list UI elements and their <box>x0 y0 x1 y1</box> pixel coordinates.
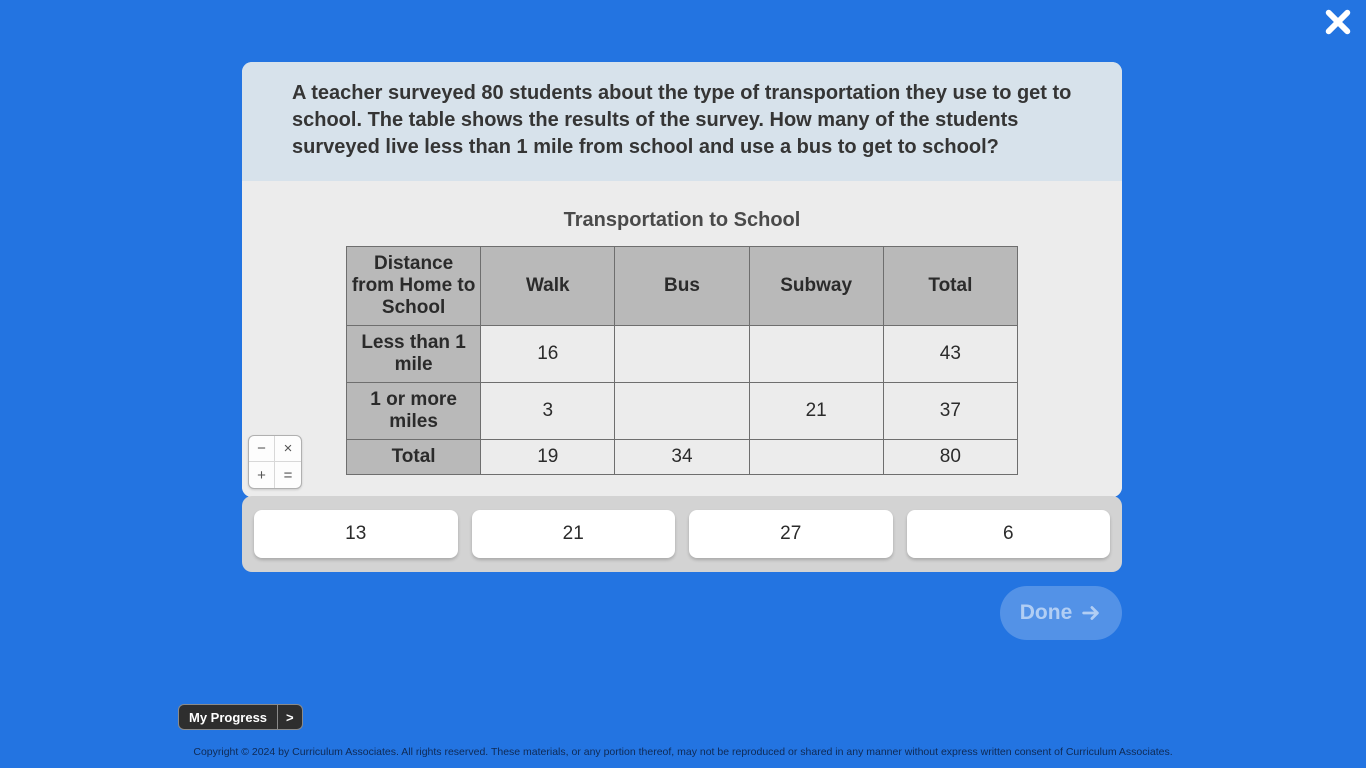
answer-choice[interactable]: 21 <box>472 510 676 558</box>
answer-choices: 13 21 27 6 <box>242 496 1122 572</box>
table-cell <box>615 383 749 440</box>
table-col-header: Bus <box>615 247 749 326</box>
done-button[interactable]: Done <box>1000 586 1122 640</box>
table-cell: 80 <box>883 440 1017 475</box>
table-row-header: Less than 1 mile <box>347 326 481 383</box>
table-cell <box>749 440 883 475</box>
table-col-header: Total <box>883 247 1017 326</box>
my-progress-button[interactable]: My Progress > <box>178 704 303 730</box>
table-header-row: Distance from Home to School Walk Bus Su… <box>347 247 1018 326</box>
table-cell: 3 <box>481 383 615 440</box>
math-operator-palette: − × + = <box>248 435 302 489</box>
table-cell: 43 <box>883 326 1017 383</box>
my-progress-label: My Progress <box>179 710 277 725</box>
table-cell: 21 <box>749 383 883 440</box>
arrow-right-icon <box>1080 602 1102 624</box>
close-icon[interactable] <box>1324 8 1352 36</box>
chevron-right-icon: > <box>277 705 302 729</box>
done-label: Done <box>1020 601 1073 625</box>
question-prompt: A teacher surveyed 80 students about the… <box>242 62 1122 181</box>
operator-equals-button[interactable]: = <box>275 462 301 488</box>
table-cell: 19 <box>481 440 615 475</box>
answer-choice[interactable]: 13 <box>254 510 458 558</box>
table-cell <box>749 326 883 383</box>
table-cell <box>615 326 749 383</box>
operator-times-button[interactable]: × <box>275 436 301 462</box>
table-row: Total 19 34 80 <box>347 440 1018 475</box>
copyright-text: Copyright © 2024 by Curriculum Associate… <box>0 746 1366 758</box>
answer-choice[interactable]: 6 <box>907 510 1111 558</box>
question-card: A teacher surveyed 80 students about the… <box>242 62 1122 497</box>
table-cell: 34 <box>615 440 749 475</box>
question-body: Transportation to School Distance from H… <box>242 181 1122 497</box>
operator-plus-button[interactable]: + <box>249 462 275 488</box>
operator-minus-button[interactable]: − <box>249 436 275 462</box>
answer-choice[interactable]: 27 <box>689 510 893 558</box>
table-title: Transportation to School <box>242 209 1122 232</box>
table-row: Less than 1 mile 16 43 <box>347 326 1018 383</box>
table-col-header: Subway <box>749 247 883 326</box>
table-row: 1 or more miles 3 21 37 <box>347 383 1018 440</box>
table-row-header: 1 or more miles <box>347 383 481 440</box>
table-cell: 16 <box>481 326 615 383</box>
table-row-header: Total <box>347 440 481 475</box>
table-corner-header: Distance from Home to School <box>347 247 481 326</box>
data-table: Distance from Home to School Walk Bus Su… <box>346 246 1018 475</box>
table-cell: 37 <box>883 383 1017 440</box>
table-col-header: Walk <box>481 247 615 326</box>
